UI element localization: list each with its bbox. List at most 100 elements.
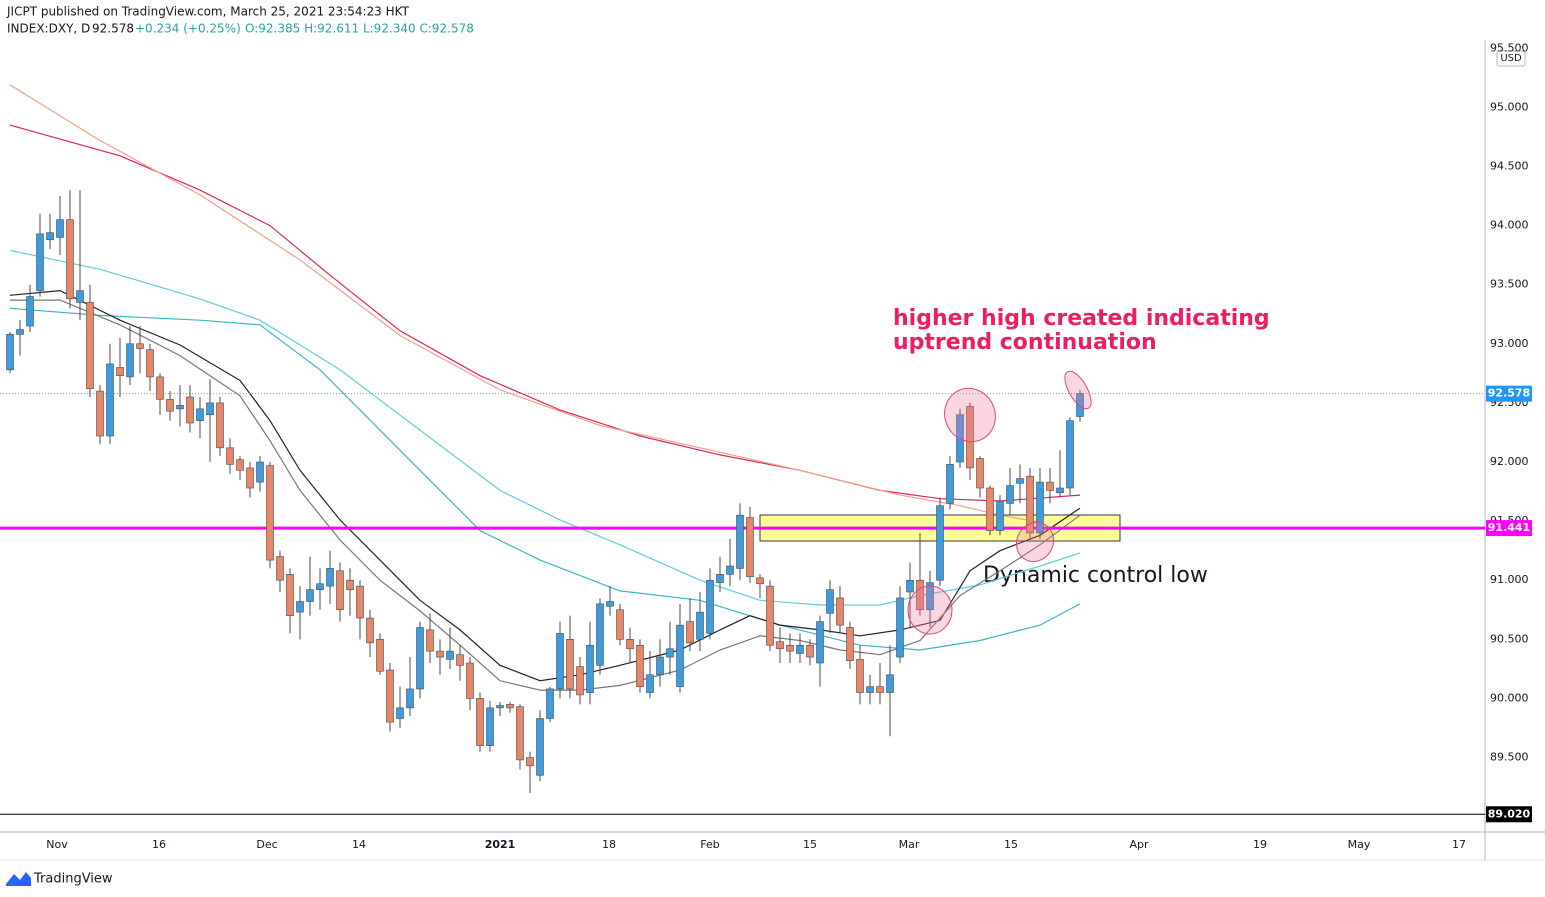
x-tick-label: May	[1348, 838, 1371, 851]
candle-body	[946, 464, 954, 504]
candle-body	[516, 706, 524, 761]
currency: USD	[1500, 53, 1522, 64]
candle-body	[1046, 481, 1054, 491]
candle-body	[766, 585, 774, 646]
candle-body	[126, 343, 134, 378]
candle-body	[486, 707, 494, 747]
candle-body	[236, 459, 244, 471]
candle-body	[146, 349, 154, 378]
x-tick-label: 17	[1452, 838, 1466, 851]
candle-body	[756, 577, 764, 585]
candle-body	[1016, 478, 1024, 484]
candle-body	[56, 219, 64, 238]
moving-average	[9, 249, 1081, 606]
candle-body	[806, 644, 814, 658]
highlight	[1015, 521, 1055, 563]
candle-body	[76, 290, 84, 303]
candle-body	[1036, 481, 1044, 534]
candle-body	[676, 624, 684, 687]
candle-body	[356, 585, 364, 619]
x-tick-label: 18	[602, 838, 616, 851]
candle-body	[1006, 485, 1014, 504]
x-tick-label: 16	[152, 838, 166, 851]
candle-body	[296, 601, 304, 613]
candle-body	[816, 621, 824, 664]
candle-body	[206, 402, 214, 416]
candle-body	[696, 611, 704, 640]
y-tick-label: 94.500	[1490, 159, 1529, 172]
candle-body	[106, 363, 114, 437]
candle-body	[456, 654, 464, 666]
candle-body	[866, 686, 874, 693]
annotation: uptrend continuation	[893, 330, 1157, 355]
candle-body	[966, 406, 974, 469]
y-tick-label: 93.000	[1490, 337, 1529, 350]
price-label-box	[1486, 385, 1532, 402]
candle-body	[546, 688, 554, 719]
x-tick-label: 2021	[485, 838, 516, 851]
candle-body	[196, 408, 204, 421]
candle-body	[736, 514, 744, 569]
candle-body	[616, 609, 624, 640]
x-tick-label: 19	[1253, 838, 1267, 851]
last: 92.578	[92, 22, 134, 36]
candle-body	[266, 465, 274, 561]
candle-body	[636, 644, 644, 687]
candle-body	[96, 390, 104, 437]
candle-body	[436, 650, 444, 658]
y-tick-label: 89.500	[1490, 751, 1529, 764]
candle-body	[176, 404, 184, 410]
candle-body	[1066, 420, 1074, 489]
candle-body	[726, 565, 734, 575]
publisher: JICPT published on TradingView.com, Marc…	[6, 5, 410, 19]
currency-box	[1496, 50, 1526, 67]
candle-body	[26, 296, 34, 327]
y-tick-label: 95.500	[1490, 41, 1529, 54]
candle-body	[346, 579, 354, 590]
x-tick-label: Feb	[700, 838, 719, 851]
annotation: higher high created indicating	[893, 306, 1270, 331]
x-tick-label: 15	[803, 838, 817, 851]
candle-body	[496, 705, 504, 709]
candle-body	[706, 579, 714, 634]
candle-body	[306, 589, 314, 602]
candle-body	[36, 233, 44, 291]
candle-body	[466, 662, 474, 699]
change: +0.234 (+0.25%)	[135, 22, 241, 36]
candle-body	[116, 367, 124, 377]
x-tick-label: Mar	[899, 838, 920, 851]
candle-body	[566, 639, 574, 690]
y-tick-label: 93.500	[1490, 278, 1529, 291]
candle-body	[796, 644, 804, 654]
y-tick-label: 95.000	[1490, 100, 1529, 113]
candle-body	[446, 650, 454, 660]
logo	[6, 872, 31, 886]
candle-body	[406, 688, 414, 709]
annotation: Dynamic control low	[983, 563, 1208, 588]
moving-average	[9, 307, 1081, 651]
candle-body	[556, 633, 564, 690]
candle-body	[606, 601, 614, 607]
highlight	[907, 585, 953, 635]
candle-body	[336, 570, 344, 611]
candle-body	[976, 458, 984, 489]
candle-body	[906, 579, 914, 593]
x-tick-label: Dec	[256, 838, 277, 851]
candle-body	[316, 583, 324, 590]
candle-body	[166, 399, 174, 412]
candle-body	[476, 698, 484, 747]
candle-body	[896, 597, 904, 658]
candle-body	[86, 302, 94, 390]
symbol: INDEX:DXY, D	[7, 22, 90, 36]
candle-body	[776, 641, 784, 650]
candle-body	[826, 589, 834, 614]
candle-body	[626, 639, 634, 650]
candle-body	[366, 617, 374, 644]
price-label-box	[1486, 806, 1532, 823]
price-label: 91.441	[1488, 521, 1530, 534]
candle-body	[856, 659, 864, 693]
candle-body	[136, 343, 144, 349]
